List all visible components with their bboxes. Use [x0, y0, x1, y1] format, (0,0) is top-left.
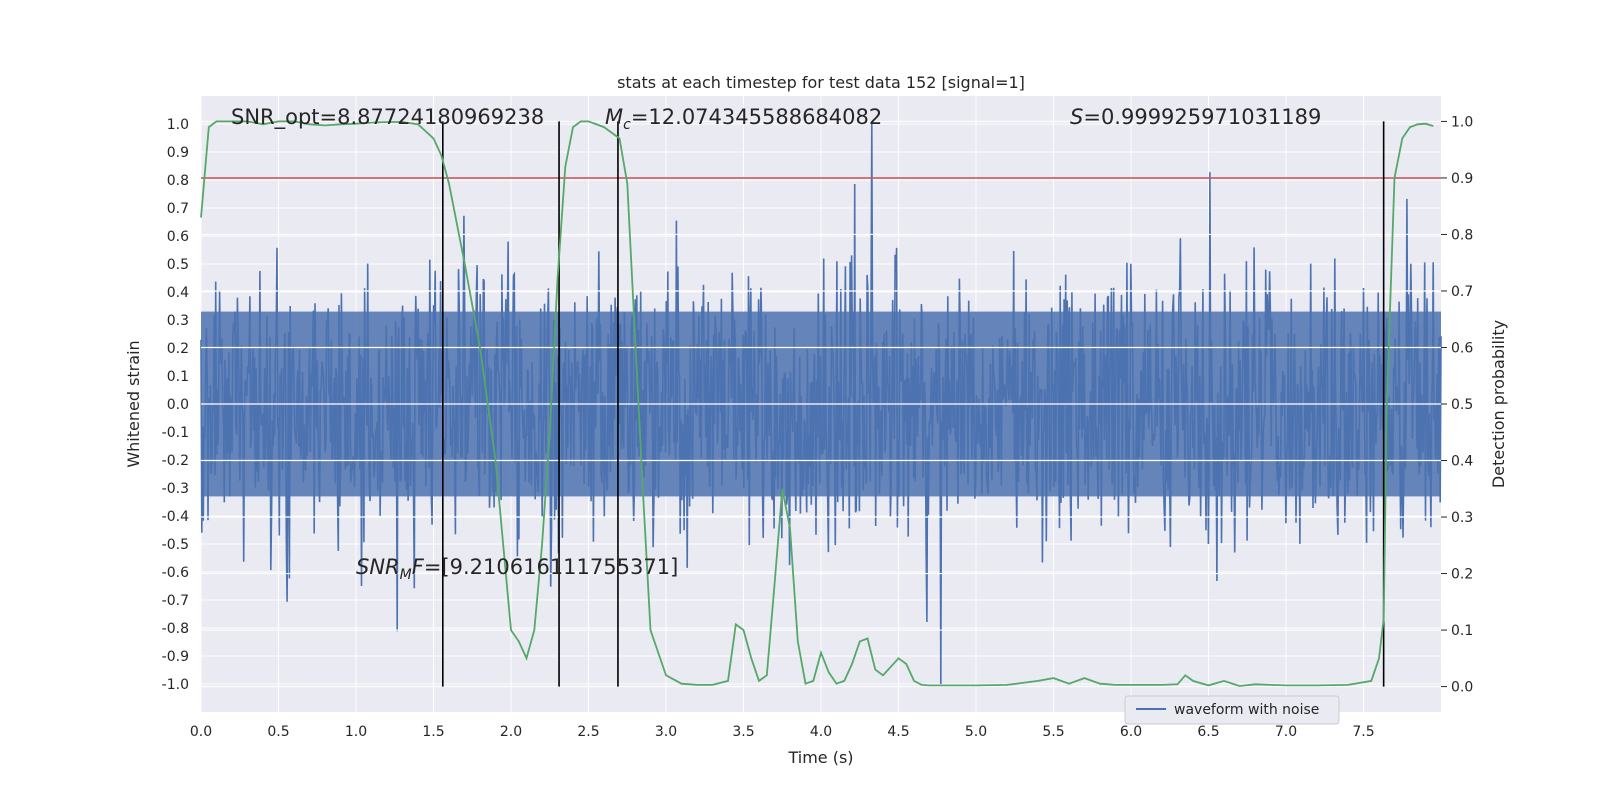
- y-tick-label: -0.9: [162, 649, 189, 665]
- annotation-chirp-mass: Mc=12.074345588684082: [605, 105, 882, 133]
- annotation-snr-mf-mid: F: [412, 555, 425, 579]
- y-tick-label: -0.8: [162, 621, 189, 637]
- x-tick-label: 1.0: [345, 724, 367, 740]
- y-tick-label: 0.8: [167, 173, 189, 189]
- x-tick-label: 5.5: [1042, 724, 1064, 740]
- y-tick-label: -0.7: [162, 593, 189, 609]
- y-tick-label: -0.2: [162, 453, 189, 469]
- legend: waveform with noise: [1124, 695, 1340, 725]
- y-tick-label: 0.7: [167, 201, 189, 217]
- y-right-tick-label: 1.0: [1451, 114, 1473, 130]
- annotation-snr-mf-symbol: SNR: [356, 555, 400, 579]
- x-tick-label: 7.0: [1275, 724, 1297, 740]
- y-right-tick-label: 0.0: [1451, 680, 1473, 696]
- annotation-overlap-symbol: S: [1070, 105, 1083, 129]
- chart-title: stats at each timestep for test data 152…: [617, 73, 1025, 92]
- y-tick-label: 0.1: [167, 369, 189, 385]
- x-tick-label: 3.5: [732, 724, 754, 740]
- x-tick-label: 2.0: [500, 724, 522, 740]
- annotation-chirp-mass-value: =12.074345588684082: [631, 105, 882, 129]
- y-right-tick-label: 0.7: [1451, 284, 1473, 300]
- annotation-snr-mf-value: =[9.210616111755371]: [424, 555, 678, 579]
- legend-box: [1124, 695, 1340, 725]
- y-right-tick-label: 0.1: [1451, 623, 1473, 639]
- x-tick-label: 5.0: [965, 724, 987, 740]
- x-tick-label: 6.0: [1120, 724, 1142, 740]
- y-tick-label: -0.5: [162, 537, 189, 553]
- y-tick-label: -0.6: [162, 565, 189, 581]
- x-tick-label: 6.5: [1197, 724, 1219, 740]
- y-tick-label: -0.4: [162, 509, 189, 525]
- y-tick-label: 0.5: [167, 257, 189, 273]
- detection-probability-series: [200, 120, 1434, 687]
- y-right-tick-label: 0.2: [1451, 567, 1473, 583]
- x-tick-label: 1.5: [422, 724, 444, 740]
- x-tick-label: 4.5: [887, 724, 909, 740]
- y-tick-label: -1.0: [162, 677, 189, 693]
- x-tick-label: 2.5: [577, 724, 599, 740]
- x-tick-label: 7.5: [1352, 724, 1374, 740]
- x-tick-label: 4.0: [810, 724, 832, 740]
- annotation-chirp-mass-symbol: M: [605, 105, 623, 129]
- x-tick-label: 0.5: [267, 724, 289, 740]
- x-axis-label: Time (s): [787, 748, 853, 767]
- x-tick-label: 0.0: [190, 724, 212, 740]
- annotation-snr-mf: SNRMF=[9.210616111755371]: [356, 555, 678, 583]
- y-right-tick-label: 0.5: [1451, 397, 1473, 413]
- x-tick-label: 3.0: [655, 724, 677, 740]
- y-tick-label: 1.0: [167, 117, 189, 133]
- annotation-snr-opt: SNR_opt=8.87724180969238: [231, 105, 544, 130]
- annotation-chirp-mass-sub: c: [623, 117, 631, 133]
- y-right-tick-label: 0.4: [1451, 454, 1473, 470]
- y-tick-label: 0.4: [167, 285, 189, 301]
- y-right-tick-labels: 0.0 0.1 0.2 0.3 0.4 0.5 0.6 0.7 0.8 0.9 1.0: [1441, 114, 1473, 696]
- y-right-tick-label: 0.6: [1451, 340, 1473, 356]
- y-axis-label: Whitened strain: [124, 340, 143, 467]
- y-tick-label: 0.9: [167, 145, 189, 161]
- x-tick-labels: 0.0 0.5 1.0 1.5 2.0 2.5 3.0 3.5 4.0 4.5 5.0 5.5 6.0 6…: [190, 724, 1375, 740]
- y-right-tick-label: 0.3: [1451, 510, 1473, 526]
- y-tick-label: 0.6: [167, 229, 189, 245]
- legend-label: waveform with noise: [1174, 702, 1319, 718]
- annotation-overlap-value: =0.999925971031189: [1083, 105, 1321, 129]
- annotation-snr-mf-sub: M: [400, 567, 412, 583]
- annotation-overlap: S=0.999925971031189: [1070, 105, 1321, 129]
- y-tick-label: -0.1: [162, 425, 189, 441]
- y-tick-labels: -1.0 -0.9 -0.8 -0.7 -0.6 -0.5 -0.4 -0.3 -0.2 -0.1…: [162, 117, 189, 693]
- y-right-tick-label: 0.8: [1451, 227, 1473, 243]
- y-tick-label: 0.2: [167, 341, 189, 357]
- y-right-tick-label: 0.9: [1451, 171, 1473, 187]
- y-tick-label: 0.3: [167, 313, 189, 329]
- y-right-axis-label: Detection probability: [1489, 320, 1508, 488]
- y-tick-label: 0.0: [167, 397, 189, 413]
- y-tick-label: -0.3: [162, 481, 189, 497]
